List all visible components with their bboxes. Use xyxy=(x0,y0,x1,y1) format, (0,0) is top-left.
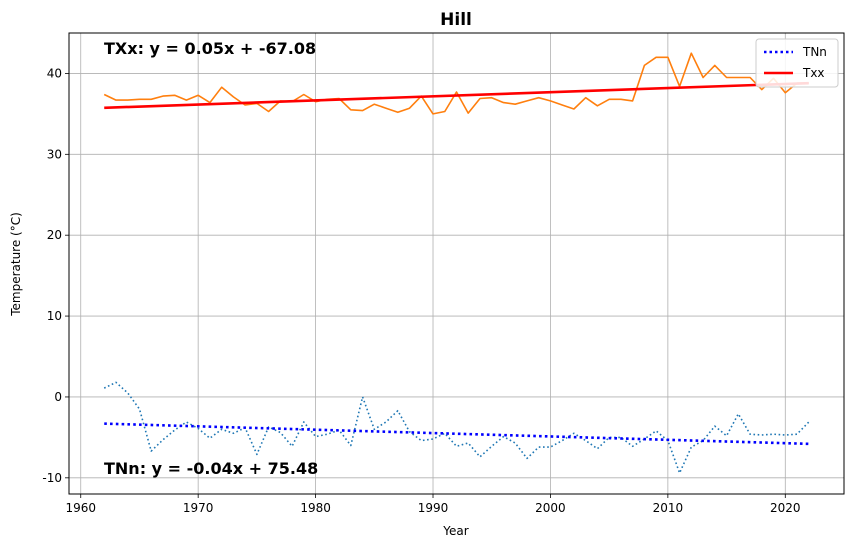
tnn-data-line xyxy=(103,381,810,474)
y-tick-label: -10 xyxy=(42,471,62,485)
x-tick-label: 2020 xyxy=(770,501,801,515)
y-axis-label: Temperature (°C) xyxy=(9,212,23,317)
y-tick-label: 20 xyxy=(47,228,62,242)
x-tick-label: 2000 xyxy=(535,501,566,515)
y-tick-label: 40 xyxy=(47,66,62,80)
y-tick-label: 30 xyxy=(47,147,62,161)
grid xyxy=(69,33,844,494)
x-tick-label: 2010 xyxy=(653,501,684,515)
plot-frame xyxy=(68,32,845,495)
axes: 1960 1970 1980 1990 2000 2010 2020 -10 0 10 20 30 40 xyxy=(42,66,800,515)
legend-txx-label: Txx xyxy=(802,66,825,80)
x-tick-label: 1960 xyxy=(65,501,96,515)
legend: TNn Txx xyxy=(755,38,839,88)
tnn-equation-annotation: TNn: y = -0.04x + 75.48 xyxy=(104,459,318,478)
y-tick-label: 10 xyxy=(47,309,62,323)
txx-trend-line xyxy=(104,81,809,110)
x-tick-label: 1990 xyxy=(418,501,449,515)
x-tick-label: 1980 xyxy=(300,501,331,515)
y-tick-label: 0 xyxy=(54,390,62,404)
x-tick-label: 1970 xyxy=(183,501,214,515)
tnn-trend-line xyxy=(104,422,809,446)
x-axis-label: Year xyxy=(442,524,468,538)
txx-equation-annotation: TXx: y = 0.05x + -67.08 xyxy=(104,39,316,58)
chart-title: Hill xyxy=(440,10,472,30)
series-layer xyxy=(103,52,810,474)
legend-tnn-label: TNn xyxy=(802,45,827,59)
txx-data-line xyxy=(103,52,809,115)
